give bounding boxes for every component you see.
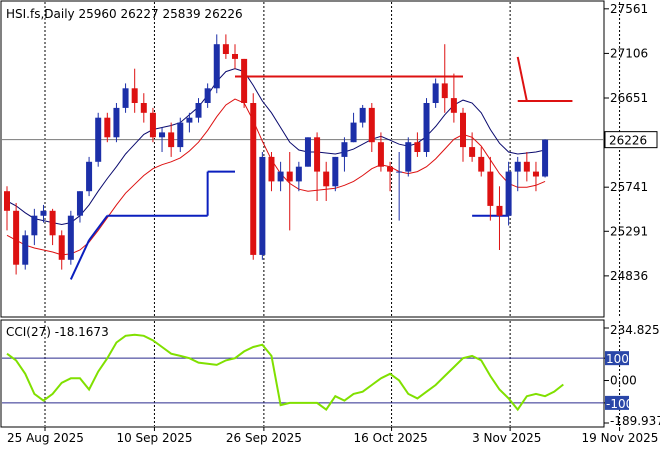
candle-body (186, 117, 193, 123)
x-tick-label: 25 Aug 2025 (7, 431, 84, 445)
x-tick-label: 26 Sep 2025 (226, 431, 302, 445)
cci-line (6, 333, 564, 412)
candle-body (542, 139, 549, 177)
time-axis: 25 Aug 2025 10 Sep 2025 26 Sep 2025 16 Oct … (7, 427, 658, 445)
y-tick-label: 25741 (610, 180, 648, 194)
candle-body (104, 117, 111, 138)
y-tick-label: 27561 (610, 2, 648, 16)
cci-level-tag-box (605, 351, 629, 366)
candle-body (159, 132, 166, 138)
candle-body (405, 142, 412, 172)
candle-body (304, 137, 311, 167)
candle-body (86, 161, 93, 192)
x-tick-label: 16 Oct 2025 (354, 431, 428, 445)
candle-body (441, 83, 448, 99)
candle-body (168, 132, 175, 148)
price-gridlines (2, 2, 621, 426)
y-tick-label: 25291 (610, 224, 648, 238)
candle-body (532, 171, 539, 177)
last-price-tag-box (604, 131, 658, 149)
candle-body (332, 156, 339, 187)
candle-body (341, 142, 348, 157)
candle-body (423, 103, 430, 152)
cci-panel-frame (0, 319, 605, 428)
x-tick-label: 3 Nov 2025 (472, 431, 541, 445)
candle-body (213, 44, 220, 89)
y-tick-label: 27106 (610, 46, 648, 60)
cci-level-tag: 100 (606, 352, 629, 366)
candle-body (222, 44, 229, 54)
candle-body (314, 137, 321, 172)
support-step (69, 239, 90, 280)
chart-header: HSI.fs,Daily 25960 26227 25839 26226 (6, 7, 243, 21)
candle-body (259, 156, 266, 255)
candle-body (277, 171, 284, 182)
candle-body (432, 83, 439, 103)
candle-body (95, 117, 102, 162)
candle-body (13, 210, 20, 265)
candle-body (478, 156, 485, 172)
candle-body (232, 54, 238, 59)
candle-body (149, 112, 156, 138)
resistance-step (516, 56, 528, 102)
cci-tick-label: 234.8255 (610, 323, 660, 337)
cci-plot (2, 333, 604, 412)
cci-tick-label: 0.00 (610, 374, 637, 388)
candle-body (22, 235, 29, 265)
candle-body (377, 142, 384, 167)
candle-body (414, 142, 421, 152)
candle-body (241, 58, 248, 103)
cci-level-tag-box (605, 395, 629, 410)
candle-body (350, 122, 357, 143)
cci-header: CCI(27) -18.1673 (6, 325, 109, 339)
cci-level-tag: -100 (606, 397, 633, 411)
candle-body (359, 107, 366, 123)
candlesticks (4, 34, 549, 275)
candle-body (131, 88, 138, 103)
price-axis: 2756127106266512619625741252912483626226… (604, 2, 660, 428)
x-tick-label: 10 Sep 2025 (116, 431, 192, 445)
candle-body (4, 191, 10, 211)
candle-body (40, 210, 47, 216)
candle-body (204, 88, 211, 103)
candle-body (140, 103, 147, 113)
price-panel-frame (0, 0, 605, 318)
candle-body (523, 161, 530, 172)
candle-body (122, 88, 129, 108)
candle-body (268, 156, 275, 182)
candle-body (195, 103, 202, 118)
x-tick-label: 19 Nov 2025 (582, 431, 659, 445)
candle-body (250, 103, 257, 255)
candle-body (469, 147, 476, 157)
cci-tick-label: -189.9376 (610, 414, 660, 428)
candle-body (58, 235, 65, 260)
candle-body (49, 210, 56, 236)
candle-body (496, 205, 503, 216)
ma-slow-line (6, 98, 546, 256)
candle-body (387, 166, 394, 172)
candle-body (177, 122, 184, 148)
candle-body (368, 107, 375, 143)
candle-body (487, 171, 494, 206)
indicator-lines (6, 56, 573, 280)
candle-body (295, 166, 302, 182)
candle-body (113, 107, 120, 138)
candle-body (76, 191, 83, 216)
candle-body (323, 171, 330, 187)
candle-body (67, 215, 74, 260)
y-tick-label: 24836 (610, 269, 648, 283)
candle-body (286, 171, 293, 182)
support-step (88, 215, 109, 241)
candle-body (450, 98, 457, 113)
y-tick-label: 26651 (610, 91, 648, 105)
candle-body (31, 215, 38, 236)
candle-body (460, 112, 466, 148)
candle-body (514, 161, 521, 172)
candle-body (505, 171, 512, 216)
candle-body (396, 171, 403, 173)
last-price-tag: 26226 (609, 134, 647, 148)
